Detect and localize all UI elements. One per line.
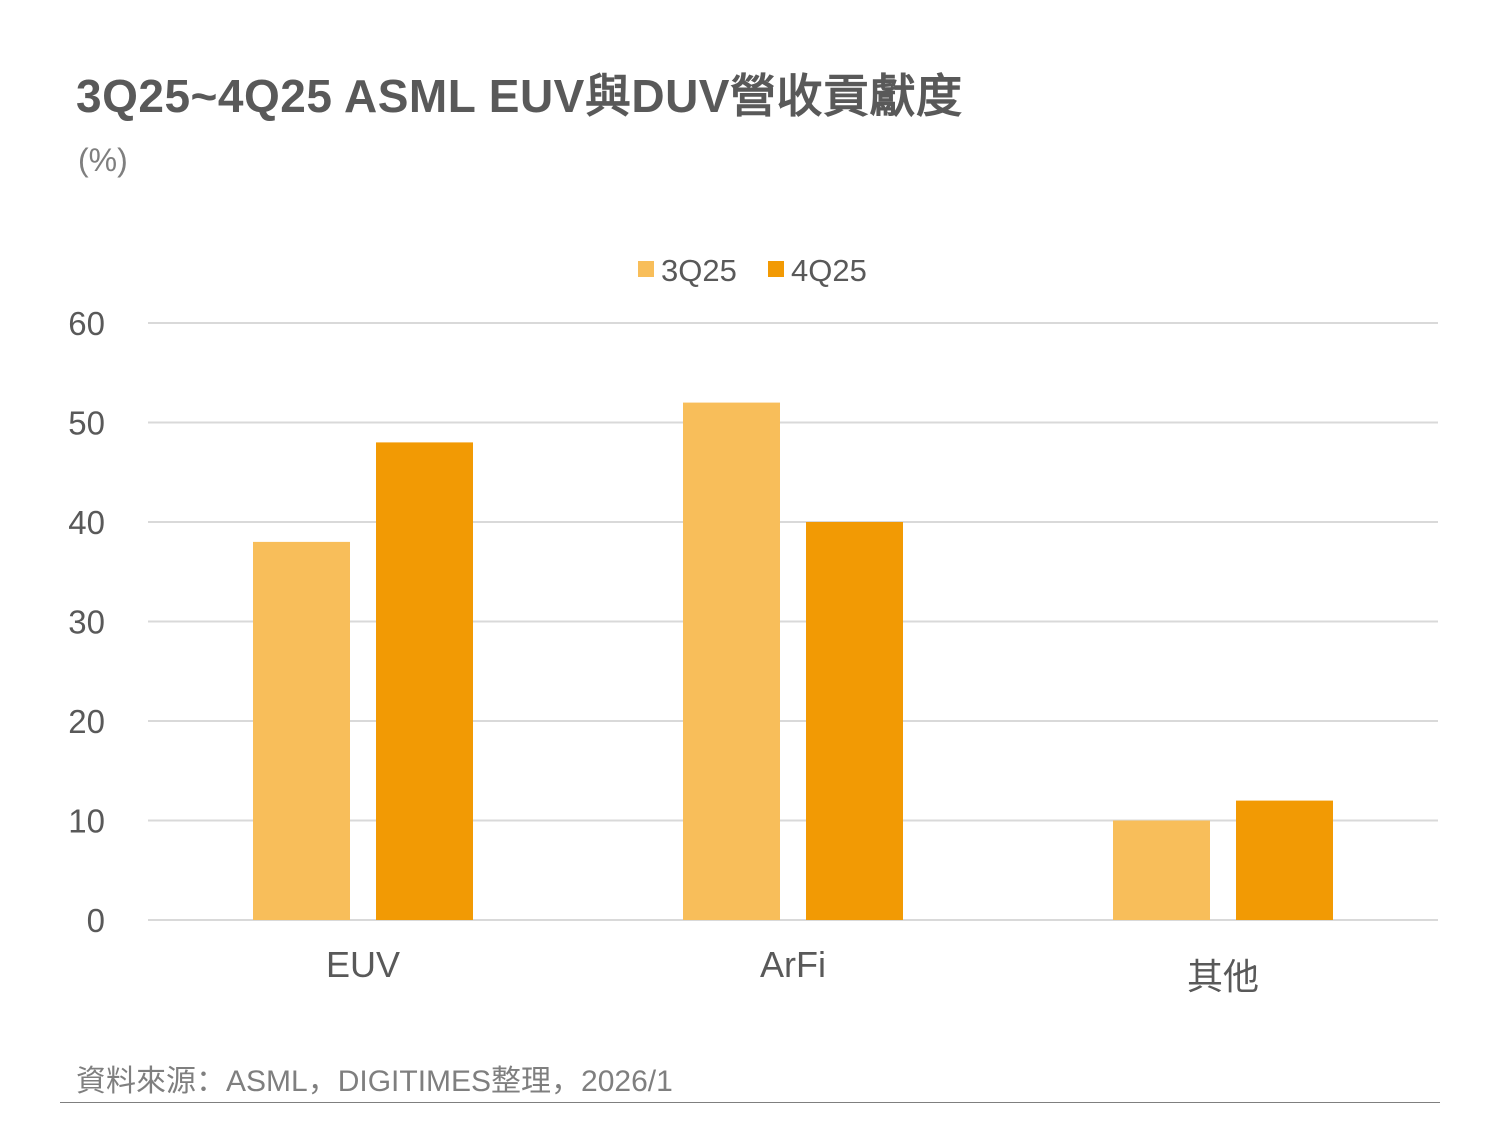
bar-3q25-3	[1113, 820, 1210, 920]
bar-3q25-2	[683, 402, 780, 921]
unit-label: (%)	[78, 142, 128, 178]
bar-chart: 0 10 20 30 40 50 60 EUV ArFi 其他 3Q25 4Q25	[68, 253, 1438, 997]
legend-label-3q25: 3Q25	[661, 253, 737, 288]
x-category-label: 其他	[1187, 956, 1259, 997]
x-category-label: EUV	[326, 944, 400, 985]
source-note: 資料來源：ASML，DIGITIMES整理，2026/1	[76, 1065, 673, 1098]
bottom-divider	[60, 1102, 1440, 1103]
bar-3q25-1	[253, 541, 350, 920]
bar-4q25-2	[806, 522, 903, 920]
y-tick-label: 0	[87, 902, 105, 939]
bar-4q25-1	[376, 442, 473, 920]
y-tick-label: 30	[68, 604, 105, 641]
y-tick-label: 40	[68, 504, 105, 541]
legend-swatch-4q25	[768, 261, 784, 277]
y-tick-label: 60	[68, 305, 105, 342]
y-tick-label: 10	[68, 803, 105, 840]
legend-label-4q25: 4Q25	[791, 253, 867, 288]
x-category-label: ArFi	[760, 944, 826, 985]
y-tick-label: 20	[68, 703, 105, 740]
legend-swatch-3q25	[638, 261, 654, 277]
y-tick-label: 50	[68, 405, 105, 442]
chart-title: 3Q25~4Q25 ASML EUV與DUV營收貢獻度	[76, 70, 963, 122]
bar-4q25-3	[1236, 800, 1333, 920]
